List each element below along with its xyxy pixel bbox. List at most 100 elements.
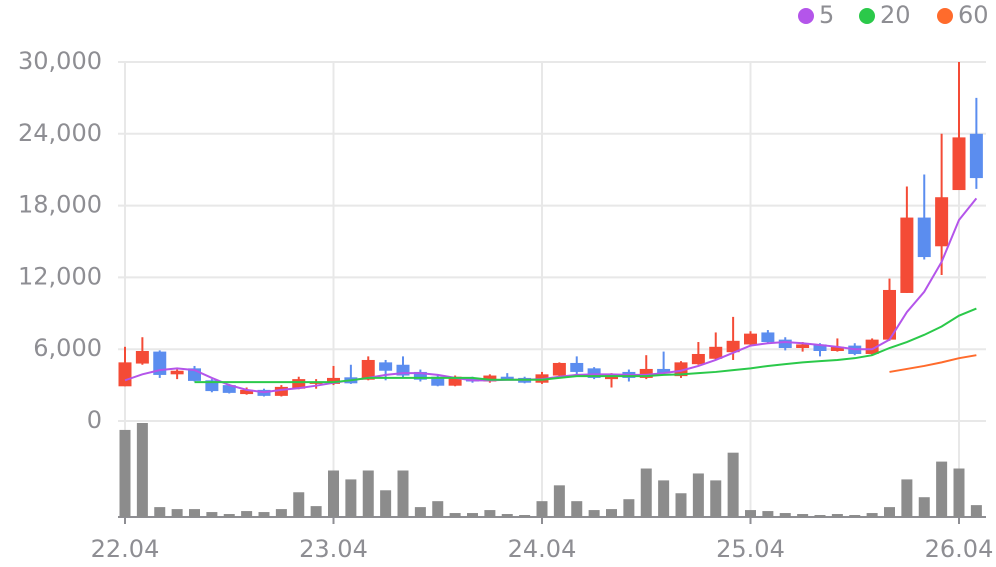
- candle-body: [500, 376, 514, 380]
- volume-bar: [606, 509, 617, 517]
- legend-label: 20: [880, 1, 911, 29]
- ma-line: [124, 197, 978, 394]
- candle-body: [796, 344, 810, 349]
- volume-bar: [710, 480, 722, 517]
- volume-bar: [814, 515, 826, 517]
- volume-bar: [119, 429, 131, 517]
- volume-bar: [345, 479, 357, 517]
- candle-body: [778, 339, 792, 349]
- candle-body: [709, 346, 723, 359]
- candle-body: [726, 340, 740, 353]
- volume-bar: [553, 485, 565, 517]
- y-tick-label: 6,000: [33, 334, 102, 362]
- candle-body: [865, 339, 879, 354]
- candle-body: [883, 289, 896, 340]
- candle-body: [448, 376, 462, 386]
- y-tick-label: 30,000: [18, 47, 102, 75]
- volume-bar: [536, 501, 548, 517]
- candle-body: [969, 133, 983, 179]
- volume-bar: [206, 512, 218, 517]
- volume-bar: [189, 509, 200, 517]
- volume-bar: [519, 515, 531, 517]
- x-tick-label: 25.04: [716, 535, 785, 563]
- volume-bar: [136, 423, 148, 517]
- volume-bar: [571, 501, 583, 517]
- volume-bar: [849, 515, 861, 517]
- y-tick-label: 24,000: [18, 119, 102, 147]
- volume-bar: [467, 513, 478, 517]
- ma-line: [889, 354, 977, 373]
- legend-swatch: [798, 8, 814, 24]
- volume-bar: [328, 470, 339, 517]
- candle-body: [222, 385, 236, 393]
- legend-swatch: [859, 8, 875, 24]
- x-tick-label: 23.04: [299, 535, 368, 563]
- y-tick-label: 18,000: [18, 191, 102, 219]
- volume-bar: [397, 470, 409, 517]
- volume-bar: [745, 510, 756, 517]
- volume-bar: [223, 514, 235, 517]
- ma-line: [194, 307, 977, 384]
- candle-body: [830, 346, 844, 351]
- candle-body: [570, 362, 584, 372]
- candle-body: [691, 353, 705, 365]
- legend-swatch: [937, 8, 953, 24]
- candle-body: [657, 368, 671, 374]
- volume-bar: [884, 507, 895, 517]
- volume-bar: [866, 513, 878, 517]
- volume-bar: [936, 461, 948, 517]
- candle-body: [361, 359, 375, 380]
- candle-body: [135, 350, 149, 364]
- candle-body: [205, 380, 219, 392]
- candle-body: [952, 137, 966, 191]
- legend-label: 5: [819, 1, 834, 29]
- volume-bar: [310, 506, 322, 517]
- volume-bar: [449, 513, 461, 517]
- candle-body: [483, 375, 497, 382]
- candle-body: [674, 362, 688, 377]
- volume-bar: [258, 512, 270, 517]
- volume-bar: [362, 470, 374, 517]
- volume-bar: [953, 468, 965, 517]
- candle-body: [431, 376, 445, 386]
- candle-body: [639, 368, 653, 378]
- volume-bar: [414, 507, 426, 517]
- candle-body: [170, 370, 184, 375]
- volume-bar: [901, 479, 913, 517]
- candle-body: [396, 364, 410, 376]
- volume-bar: [623, 499, 635, 517]
- volume-bar: [640, 468, 652, 517]
- candle-body: [744, 333, 757, 345]
- volume-bar: [588, 510, 600, 517]
- candle-body: [917, 217, 931, 258]
- volume-bar: [380, 490, 392, 517]
- x-tick-label: 24.04: [508, 535, 577, 563]
- x-tick-label: 22.04: [91, 535, 160, 563]
- volume-bar: [154, 507, 166, 517]
- candle-body: [761, 332, 775, 343]
- candle-body: [327, 377, 340, 384]
- volume-bar: [275, 509, 287, 517]
- y-tick-label: 0: [87, 406, 102, 434]
- x-tick-label: 26.04: [925, 535, 994, 563]
- volume-bar: [692, 473, 704, 517]
- candle-body: [274, 386, 288, 396]
- volume-bar: [797, 514, 809, 517]
- volume-bar: [831, 514, 843, 517]
- candle-body: [240, 389, 254, 395]
- volume-bar: [171, 509, 183, 517]
- legend-label: 60: [958, 1, 989, 29]
- volume-bar: [675, 493, 687, 517]
- volume-bar: [918, 497, 930, 517]
- volume-bar: [484, 510, 496, 517]
- volume-bar: [970, 505, 982, 517]
- volume-bar: [432, 501, 444, 517]
- volume-bar: [658, 480, 670, 517]
- candle-body: [379, 362, 393, 371]
- candle-body: [118, 362, 132, 387]
- y-tick-label: 12,000: [18, 262, 102, 290]
- volume-bar: [727, 452, 739, 517]
- volume-bar: [293, 492, 305, 517]
- candle-body: [292, 379, 306, 389]
- volume-bar: [241, 511, 253, 517]
